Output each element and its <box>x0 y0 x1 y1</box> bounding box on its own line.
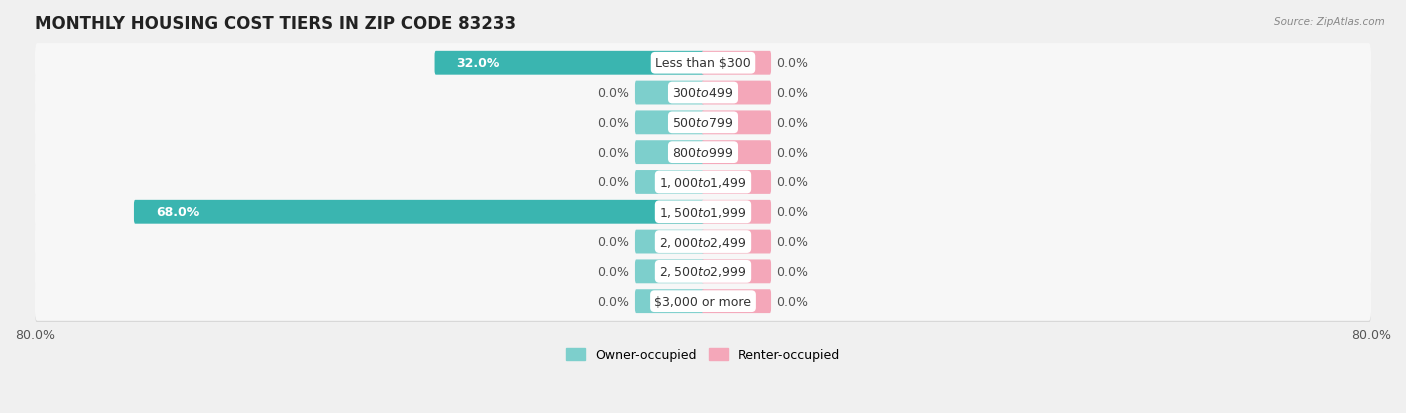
Text: $500 to $799: $500 to $799 <box>672 116 734 130</box>
FancyBboxPatch shape <box>636 141 704 165</box>
Text: 32.0%: 32.0% <box>457 57 501 70</box>
FancyBboxPatch shape <box>35 254 1371 293</box>
Text: 0.0%: 0.0% <box>598 146 630 159</box>
FancyBboxPatch shape <box>702 260 770 284</box>
Text: MONTHLY HOUSING COST TIERS IN ZIP CODE 83233: MONTHLY HOUSING COST TIERS IN ZIP CODE 8… <box>35 15 516 33</box>
Text: 0.0%: 0.0% <box>776 295 808 308</box>
FancyBboxPatch shape <box>636 171 704 195</box>
FancyBboxPatch shape <box>702 111 770 135</box>
Text: 0.0%: 0.0% <box>598 235 630 249</box>
FancyBboxPatch shape <box>434 52 704 76</box>
FancyBboxPatch shape <box>636 290 704 313</box>
Text: $800 to $999: $800 to $999 <box>672 146 734 159</box>
FancyBboxPatch shape <box>35 222 1371 261</box>
FancyBboxPatch shape <box>636 111 704 135</box>
Text: 0.0%: 0.0% <box>776 87 808 100</box>
FancyBboxPatch shape <box>702 81 770 105</box>
FancyBboxPatch shape <box>35 46 1371 85</box>
FancyBboxPatch shape <box>35 195 1371 234</box>
FancyBboxPatch shape <box>35 192 1371 232</box>
Text: 0.0%: 0.0% <box>598 87 630 100</box>
FancyBboxPatch shape <box>35 282 1371 321</box>
Text: 0.0%: 0.0% <box>598 265 630 278</box>
Text: Source: ZipAtlas.com: Source: ZipAtlas.com <box>1274 17 1385 26</box>
Text: $300 to $499: $300 to $499 <box>672 87 734 100</box>
FancyBboxPatch shape <box>35 76 1371 115</box>
Text: 0.0%: 0.0% <box>776 265 808 278</box>
Text: 0.0%: 0.0% <box>598 116 630 130</box>
Text: 0.0%: 0.0% <box>776 176 808 189</box>
FancyBboxPatch shape <box>35 44 1371 83</box>
FancyBboxPatch shape <box>35 133 1371 172</box>
Text: 0.0%: 0.0% <box>776 235 808 249</box>
FancyBboxPatch shape <box>134 200 704 224</box>
Text: Less than $300: Less than $300 <box>655 57 751 70</box>
FancyBboxPatch shape <box>702 52 770 76</box>
FancyBboxPatch shape <box>35 105 1371 145</box>
Text: 0.0%: 0.0% <box>776 57 808 70</box>
FancyBboxPatch shape <box>35 284 1371 323</box>
FancyBboxPatch shape <box>636 260 704 284</box>
Legend: Owner-occupied, Renter-occupied: Owner-occupied, Renter-occupied <box>561 343 845 366</box>
FancyBboxPatch shape <box>35 74 1371 113</box>
Text: 68.0%: 68.0% <box>156 206 200 219</box>
Text: $1,500 to $1,999: $1,500 to $1,999 <box>659 205 747 219</box>
FancyBboxPatch shape <box>702 200 770 224</box>
FancyBboxPatch shape <box>702 290 770 313</box>
FancyBboxPatch shape <box>702 171 770 195</box>
FancyBboxPatch shape <box>636 81 704 105</box>
FancyBboxPatch shape <box>636 230 704 254</box>
Text: 0.0%: 0.0% <box>776 206 808 219</box>
Text: 0.0%: 0.0% <box>598 295 630 308</box>
Text: $2,500 to $2,999: $2,500 to $2,999 <box>659 265 747 279</box>
Text: 0.0%: 0.0% <box>776 146 808 159</box>
Text: $3,000 or more: $3,000 or more <box>655 295 751 308</box>
Text: $1,000 to $1,499: $1,000 to $1,499 <box>659 176 747 190</box>
FancyBboxPatch shape <box>35 165 1371 204</box>
FancyBboxPatch shape <box>35 252 1371 291</box>
FancyBboxPatch shape <box>35 224 1371 263</box>
Text: 0.0%: 0.0% <box>598 176 630 189</box>
FancyBboxPatch shape <box>35 163 1371 202</box>
Text: 0.0%: 0.0% <box>776 116 808 130</box>
Text: $2,000 to $2,499: $2,000 to $2,499 <box>659 235 747 249</box>
FancyBboxPatch shape <box>702 141 770 165</box>
FancyBboxPatch shape <box>702 230 770 254</box>
FancyBboxPatch shape <box>35 103 1371 142</box>
FancyBboxPatch shape <box>35 135 1371 174</box>
